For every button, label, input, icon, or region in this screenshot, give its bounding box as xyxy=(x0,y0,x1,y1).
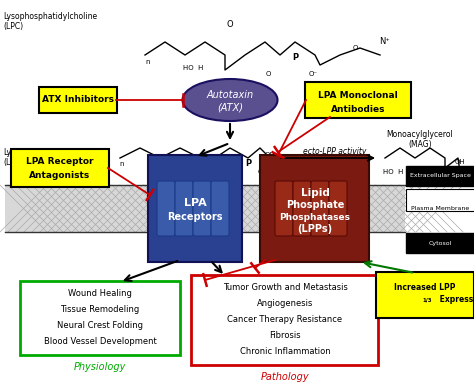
Text: P: P xyxy=(292,53,298,63)
FancyBboxPatch shape xyxy=(175,181,193,236)
FancyBboxPatch shape xyxy=(329,181,347,236)
FancyBboxPatch shape xyxy=(311,181,329,236)
FancyBboxPatch shape xyxy=(39,87,117,113)
FancyBboxPatch shape xyxy=(406,189,474,211)
Text: OH: OH xyxy=(455,159,465,165)
Text: Fibrosis: Fibrosis xyxy=(269,331,301,341)
Text: 1/3: 1/3 xyxy=(422,298,432,303)
FancyBboxPatch shape xyxy=(211,181,229,236)
FancyBboxPatch shape xyxy=(406,233,474,253)
Text: Expression: Expression xyxy=(437,296,474,305)
Text: Tumor Growth and Metastasis: Tumor Growth and Metastasis xyxy=(223,283,347,293)
FancyBboxPatch shape xyxy=(5,185,405,232)
Text: Cytosol: Cytosol xyxy=(428,240,452,245)
Text: O⁻: O⁻ xyxy=(257,169,266,175)
Text: Lysophosphatidate
(LPA): Lysophosphatidate (LPA) xyxy=(3,148,75,167)
Text: ecto-LPP activity: ecto-LPP activity xyxy=(303,147,367,157)
Text: Receptors: Receptors xyxy=(167,212,223,222)
Text: LPA: LPA xyxy=(183,199,206,209)
FancyBboxPatch shape xyxy=(406,166,474,186)
Text: Plasma Membrane: Plasma Membrane xyxy=(411,206,469,211)
Text: O: O xyxy=(352,45,358,51)
Text: Neural Crest Folding: Neural Crest Folding xyxy=(57,321,143,331)
Text: Pathology: Pathology xyxy=(261,372,310,382)
FancyBboxPatch shape xyxy=(261,155,370,262)
Text: Phosphate: Phosphate xyxy=(286,200,344,210)
Text: n: n xyxy=(120,161,124,167)
Text: Lysophosphatidylcholine
(LPC): Lysophosphatidylcholine (LPC) xyxy=(3,12,97,31)
FancyBboxPatch shape xyxy=(193,181,211,236)
FancyBboxPatch shape xyxy=(305,82,411,118)
Text: Cancer Therapy Resistance: Cancer Therapy Resistance xyxy=(228,316,343,324)
Text: $\mathsf{O}$: $\mathsf{O}$ xyxy=(226,18,234,29)
FancyBboxPatch shape xyxy=(11,149,109,187)
Text: ATX Inhibitors: ATX Inhibitors xyxy=(42,96,114,104)
Text: O: O xyxy=(265,71,271,77)
FancyBboxPatch shape xyxy=(157,181,175,236)
Text: Monoacylglycerol
(MAG): Monoacylglycerol (MAG) xyxy=(387,130,453,149)
Text: HO  H: HO H xyxy=(183,65,203,71)
Text: Antagonists: Antagonists xyxy=(29,170,91,179)
Text: LPA Monoclonal: LPA Monoclonal xyxy=(318,91,398,99)
Text: endo-LPP activity: endo-LPP activity xyxy=(290,253,356,263)
Text: Increased LPP: Increased LPP xyxy=(394,283,456,291)
FancyBboxPatch shape xyxy=(376,272,474,318)
Text: Phosphatases: Phosphatases xyxy=(280,213,350,222)
Text: HO  H: HO H xyxy=(383,169,403,175)
Text: Physiology: Physiology xyxy=(74,362,126,372)
Text: P: P xyxy=(245,159,251,169)
Text: Wound Healing: Wound Healing xyxy=(68,290,132,298)
Text: LPA Receptor: LPA Receptor xyxy=(26,157,94,166)
Text: Antibodies: Antibodies xyxy=(331,104,385,114)
Text: Blood Vessel Development: Blood Vessel Development xyxy=(44,338,156,346)
Text: Lipid: Lipid xyxy=(301,189,329,199)
Text: Chronic Inflammation: Chronic Inflammation xyxy=(240,348,330,356)
FancyBboxPatch shape xyxy=(293,181,311,236)
Text: n: n xyxy=(146,59,150,65)
Text: HO  H: HO H xyxy=(158,169,178,175)
Text: Angiogenesis: Angiogenesis xyxy=(257,300,313,308)
Text: Autotaxin: Autotaxin xyxy=(207,90,254,100)
Text: O⁻: O⁻ xyxy=(309,71,318,77)
Text: (ATX): (ATX) xyxy=(217,103,243,113)
Text: OH: OH xyxy=(264,152,275,158)
Text: N⁺: N⁺ xyxy=(380,38,391,46)
Text: Tissue Remodeling: Tissue Remodeling xyxy=(60,306,140,314)
Text: (LPPs): (LPPs) xyxy=(298,223,333,233)
FancyBboxPatch shape xyxy=(20,281,180,355)
Text: Extracellular Space: Extracellular Space xyxy=(410,174,470,179)
FancyBboxPatch shape xyxy=(148,155,242,262)
FancyBboxPatch shape xyxy=(275,181,293,236)
FancyBboxPatch shape xyxy=(191,275,379,365)
Ellipse shape xyxy=(182,79,277,121)
